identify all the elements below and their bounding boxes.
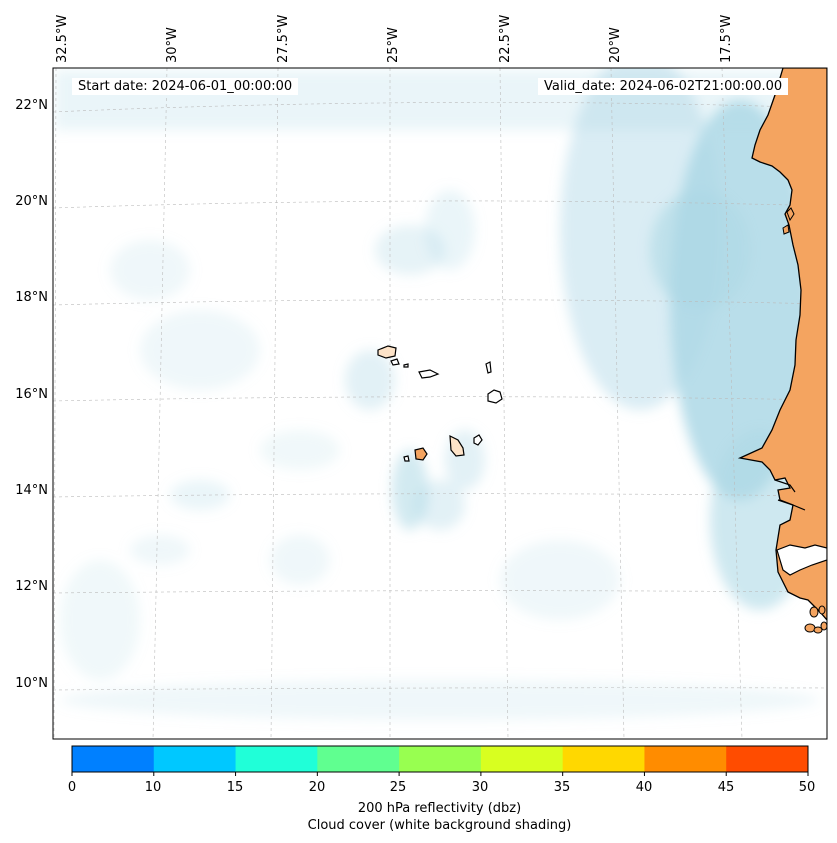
- colorbar-tick-label: 50: [798, 780, 816, 795]
- sao-nicolau: [418, 369, 440, 379]
- colorbar-segment: [644, 746, 727, 772]
- colorbar-tick-label: 30: [471, 780, 489, 795]
- santa-luzia: [403, 363, 409, 368]
- lat-label: 18°N: [15, 290, 48, 305]
- colorbar-tick-label: 10: [144, 780, 162, 795]
- guinea-bissau-coast: [776, 544, 827, 576]
- cloud-cover-shading: [55, 68, 825, 720]
- santiago: [449, 434, 465, 457]
- lat-label: 20°N: [15, 194, 48, 209]
- cape-verde-islands: [377, 345, 503, 462]
- colorbar-tick-label: 20: [308, 780, 326, 795]
- colorbar-segment: [235, 746, 318, 772]
- colorbar-tick-label: 45: [717, 780, 735, 795]
- colorbar-label-cloud-cover: Cloud cover (white background shading): [307, 818, 572, 833]
- colorbar-segment: [153, 746, 237, 772]
- colorbar: [71, 745, 809, 776]
- santo-antao: [377, 345, 397, 359]
- lat-label: 22°N: [15, 98, 48, 113]
- maio: [473, 434, 483, 446]
- colorbar-segment: [480, 746, 564, 772]
- lat-label: 16°N: [15, 387, 48, 402]
- colorbar-tick-label: 15: [226, 780, 244, 795]
- start-date-label: Start date: 2024-06-01_00:00:00: [72, 78, 299, 95]
- lat-label: 12°N: [15, 579, 48, 594]
- coastal-islets: [782, 207, 795, 235]
- colorbar-tick-label: 35: [553, 780, 571, 795]
- graticule: [53, 68, 827, 739]
- colorbar-tick-label: 0: [67, 780, 77, 795]
- colorbar-segment: [726, 746, 809, 772]
- colorbar-segment: [562, 746, 645, 772]
- map-frame: [52, 67, 828, 740]
- colorbar-tick-label: 25: [389, 780, 407, 795]
- gambia-coast: [774, 479, 806, 511]
- lat-label: 14°N: [15, 483, 48, 498]
- colorbar-frame: [71, 745, 809, 773]
- colorbar-segment: [72, 746, 155, 772]
- lat-label: 10°N: [15, 676, 48, 691]
- colorbar-segment: [317, 746, 400, 772]
- boa-vista: [487, 389, 503, 404]
- sao-vicente: [390, 358, 400, 366]
- bijagos-islands: [804, 605, 827, 634]
- valid-date-label: Valid_date: 2024-06-02T21:00:00.00: [538, 78, 789, 95]
- fogo: [414, 447, 428, 461]
- brava: [403, 455, 410, 462]
- colorbar-segment: [399, 746, 482, 772]
- colorbar-label-reflectivity: 200 hPa reflectivity (dbz): [357, 801, 522, 816]
- colorbar-tick-label: 40: [635, 780, 653, 795]
- mainland-africa: [737, 68, 827, 621]
- sal: [485, 361, 492, 374]
